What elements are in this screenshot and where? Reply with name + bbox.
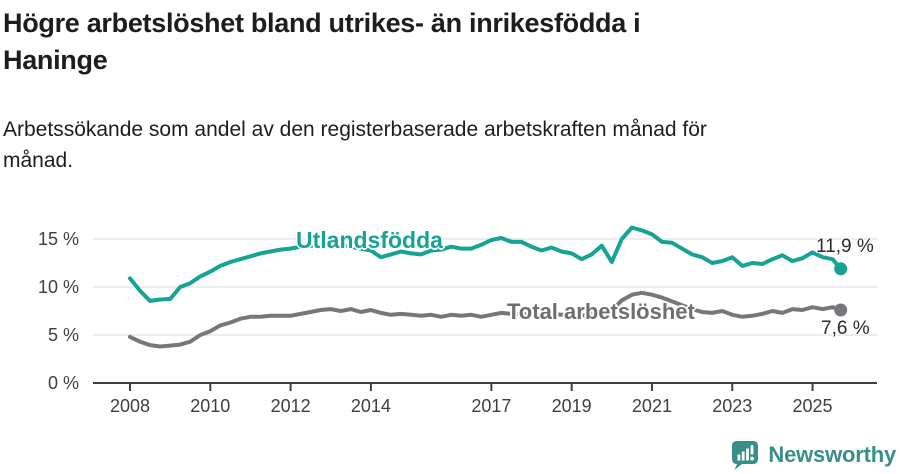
x-tick-label: 2021 (632, 396, 672, 416)
newsworthy-logo-text: Newsworthy (768, 442, 896, 467)
x-tick-label: 2010 (190, 396, 230, 416)
newsworthy-logo-icon (732, 441, 759, 470)
chart-subtitle: Arbetssökande som andel av den registerb… (3, 118, 707, 172)
x-tick-label: 2023 (712, 396, 752, 416)
x-tick-label: 2019 (552, 396, 592, 416)
x-tick-label: 2012 (271, 396, 311, 416)
series-label-utlandsfodda: Utlandsfödda (296, 227, 443, 253)
x-tick-label: 2014 (351, 396, 391, 416)
y-tick-label: 10 % (38, 277, 79, 297)
newsworthy-logo: Newsworthy (729, 439, 896, 471)
end-value-label-total: 7,6 % (821, 318, 870, 339)
y-tick-label: 15 % (38, 229, 79, 249)
page-title: Högre arbetslöshet bland utrikes- än inr… (3, 8, 641, 75)
series-line-utlandsfodda (128, 225, 843, 303)
y-tick-label: 5 % (48, 325, 79, 345)
series-line-total (128, 290, 843, 349)
series-label-total: Total arbetslöshet (507, 299, 695, 324)
y-tick-label: 0 % (48, 373, 79, 393)
x-tick-label: 2008 (110, 396, 150, 416)
end-value-label-utlandsfodda: 11,9 % (816, 236, 874, 257)
series-end-dot-utlandsfodda (834, 262, 848, 276)
series-end-dot-total (834, 303, 848, 317)
x-tick-label: 2025 (793, 396, 833, 416)
x-tick-label: 2017 (471, 396, 511, 416)
